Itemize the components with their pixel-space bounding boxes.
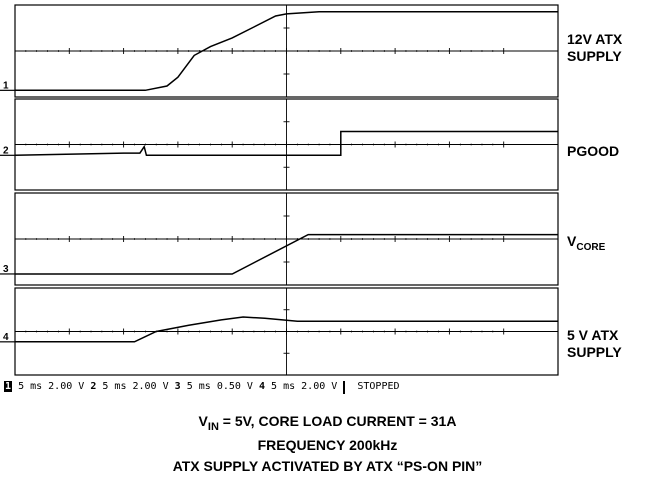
status-ch1-settings: 5 ms 2.00 V [18, 381, 85, 392]
ch4-label-line1: 5 V ATX [567, 327, 619, 343]
ch4-label: 5 V ATX SUPPLY [567, 327, 622, 361]
ch3-label: VCORE [567, 233, 605, 256]
status-ch4-settings: 5 ms 2.00 V [271, 381, 338, 392]
ch4-marker-number: 4 [3, 332, 9, 343]
ch2-label: PGOOD [567, 143, 619, 160]
status-ch2-settings: 5 ms 2.00 V [102, 381, 169, 392]
status-ch3: 3 [174, 381, 181, 392]
status-ch2: 2 [90, 381, 97, 392]
caption-line1: VIN = 5V, CORE LOAD CURRENT = 31A [0, 413, 655, 433]
caption-sub: IN [207, 421, 219, 433]
status-bar: 1 5 ms 2.00 V 2 5 ms 2.00 V 3 5 ms 0.50 … [4, 379, 564, 395]
ch1-label: 12V ATX SUPPLY [567, 31, 622, 65]
ch1-label-line2: SUPPLY [567, 48, 622, 64]
ch2-trace [14, 130, 558, 157]
ch4-label-line2: SUPPLY [567, 344, 622, 360]
caption-line2: FREQUENCY 200kHz [257, 437, 398, 453]
ch3-marker-number: 3 [3, 264, 9, 275]
ch2-label-line1: PGOOD [567, 143, 620, 159]
status-state: STOPPED [357, 381, 400, 392]
caption-rest: = 5V, CORE LOAD CURRENT = 31A [218, 413, 457, 429]
caption-v: V [198, 413, 208, 429]
caption-line3: ATX SUPPLY ACTIVATED BY ATX “PS-ON PIN” [172, 458, 483, 474]
ch4-trace [15, 316, 558, 343]
ch1-marker-number: 1 [3, 80, 9, 91]
ch3-label-sub: CORE [576, 242, 606, 253]
status-ch1: 1 [4, 381, 13, 392]
ch1-trace [15, 10, 558, 92]
ch3-label-v: V [567, 233, 577, 249]
status-ch3-settings: 5 ms 0.50 V [186, 381, 253, 392]
oscilloscope-display: 1 2 3 4 [0, 4, 559, 376]
ch1-label-line1: 12V ATX [567, 31, 623, 47]
ch3-trace [15, 233, 558, 275]
ch2-marker-number: 2 [3, 145, 9, 156]
status-ch4: 4 [258, 381, 266, 392]
